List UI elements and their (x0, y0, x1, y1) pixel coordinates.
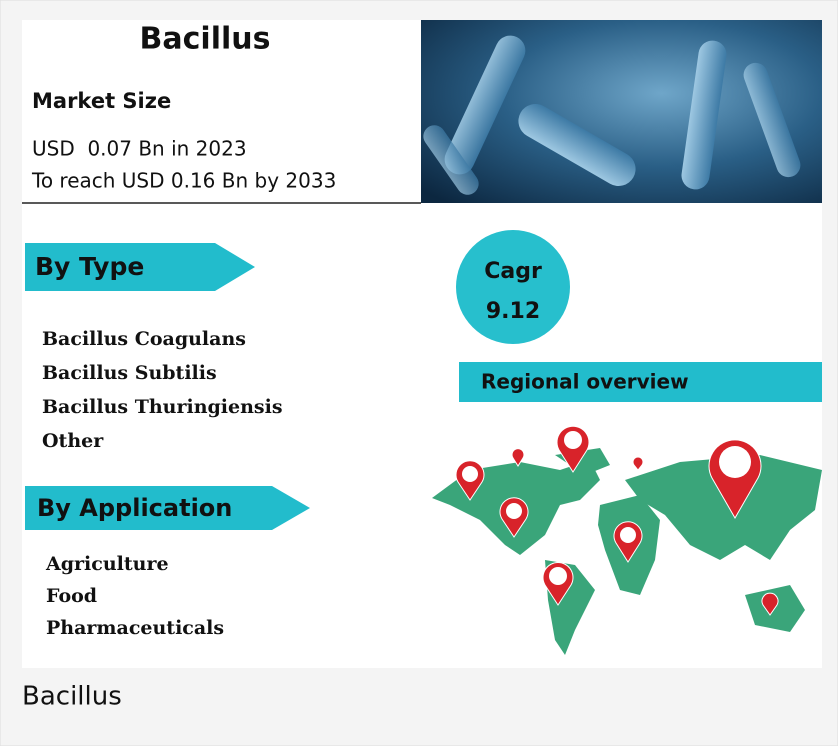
type-item: Bacillus Coagulans (42, 328, 246, 350)
application-heading: By Application (37, 494, 232, 522)
cagr-circle (456, 230, 570, 344)
application-item: Food (46, 585, 97, 607)
regional-heading: Regional overview (481, 370, 689, 394)
type-item: Other (42, 430, 104, 452)
body: Bacillus Market Size USD 0.07 Bn in 2023… (0, 0, 838, 746)
page: {"infographic": { "title": "Bacillus", "… (0, 0, 838, 746)
cagr-label: Cagr (484, 259, 542, 284)
screenshot: Bacillus Market Size USD 0.07 Bn in 2023… (0, 0, 838, 746)
cagr-value: 9.12 (486, 299, 540, 324)
market-line: USD 0.07 Bn in 2023 (32, 137, 247, 161)
caption: Bacillus (22, 682, 122, 712)
market-heading: Market Size (32, 89, 171, 113)
bacteria-image (419, 20, 822, 203)
market-line: To reach USD 0.16 Bn by 2033 (31, 169, 336, 193)
type-item: Bacillus Subtilis (42, 362, 217, 384)
type-heading: By Type (35, 252, 144, 281)
application-item: Pharmaceuticals (46, 617, 224, 639)
title: Bacillus (140, 22, 271, 57)
application-item: Agriculture (45, 553, 169, 575)
type-item: Bacillus Thuringiensis (42, 396, 283, 418)
